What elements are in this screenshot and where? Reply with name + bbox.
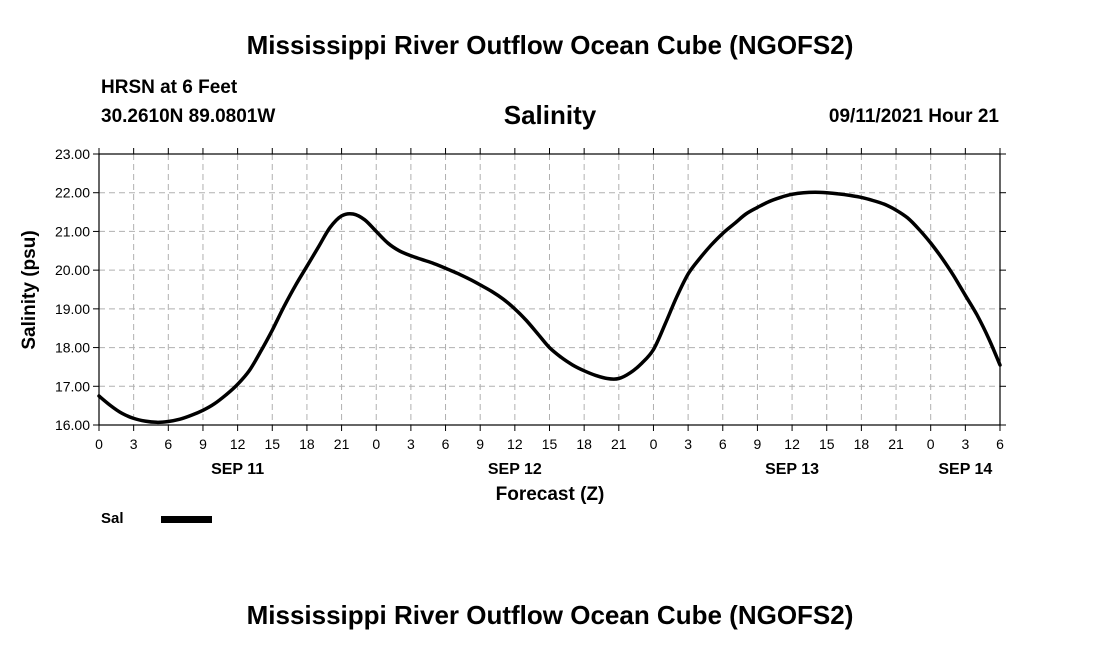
y-tick-label: 19.00 — [55, 301, 90, 317]
x-tick-label: 3 — [130, 436, 138, 452]
x-tick-label: 21 — [611, 436, 627, 452]
x-tick-label: 21 — [334, 436, 350, 452]
y-axis-label: Salinity (psu) — [19, 230, 40, 349]
x-tick-label: 18 — [299, 436, 315, 452]
station-label: HRSN at 6 Feet — [101, 77, 238, 98]
y-tick-label: 22.00 — [55, 185, 90, 201]
station-coordinates: 30.2610N 89.0801W — [101, 106, 276, 127]
footer-title: Mississippi River Outflow Ocean Cube (NG… — [246, 600, 854, 630]
x-tick-label: 6 — [442, 436, 450, 452]
date-label: SEP 13 — [765, 461, 819, 478]
x-tick-label: 9 — [476, 436, 484, 452]
x-tick-label: 15 — [819, 436, 835, 452]
y-tick-label: 18.00 — [55, 340, 90, 356]
x-tick-label: 21 — [888, 436, 904, 452]
x-tick-label: 0 — [927, 436, 935, 452]
x-tick-label: 3 — [684, 436, 692, 452]
chart-title: Salinity — [503, 100, 597, 130]
x-tick-label: 18 — [576, 436, 592, 452]
y-tick-label: 17.00 — [55, 378, 90, 394]
x-tick-label: 18 — [854, 436, 870, 452]
x-tick-label: 15 — [264, 436, 280, 452]
date-label: SEP 12 — [488, 461, 542, 478]
chart-grid — [99, 154, 1000, 425]
x-tick-label: 3 — [961, 436, 969, 452]
legend-swatch — [161, 516, 212, 523]
x-tick-label: 9 — [754, 436, 762, 452]
date-label: SEP 11 — [211, 461, 264, 478]
salinity-series-line — [97, 190, 1002, 425]
page-title: Mississippi River Outflow Ocean Cube (NG… — [246, 30, 854, 60]
y-tick-label: 16.00 — [55, 417, 90, 433]
x-tick-label: 6 — [996, 436, 1004, 452]
x-tick-label: 9 — [199, 436, 207, 452]
y-tick-label: 20.00 — [55, 262, 90, 278]
forecast-datetime: 09/11/2021 Hour 21 — [828, 106, 999, 127]
x-tick-label: 12 — [784, 436, 800, 452]
legend-label: Sal — [101, 510, 124, 527]
x-tick-label: 6 — [164, 436, 172, 452]
date-label: SEP 14 — [938, 461, 992, 478]
x-axis-label: Forecast (Z) — [496, 484, 605, 505]
axis-ticks — [93, 148, 1006, 431]
axis-tick-labels: 16.00 17.00 18.00 19.00 20.00 21.00 22.00 23.00… — [55, 146, 1004, 478]
x-tick-label: 0 — [95, 436, 103, 452]
x-tick-label: 12 — [230, 436, 246, 452]
y-tick-label: 23.00 — [55, 146, 90, 162]
x-tick-label: 0 — [372, 436, 380, 452]
x-tick-label: 6 — [719, 436, 727, 452]
x-tick-label: 15 — [542, 436, 558, 452]
x-tick-label: 12 — [507, 436, 523, 452]
y-tick-label: 21.00 — [55, 223, 90, 239]
x-tick-label: 0 — [650, 436, 658, 452]
x-tick-label: 3 — [407, 436, 415, 452]
